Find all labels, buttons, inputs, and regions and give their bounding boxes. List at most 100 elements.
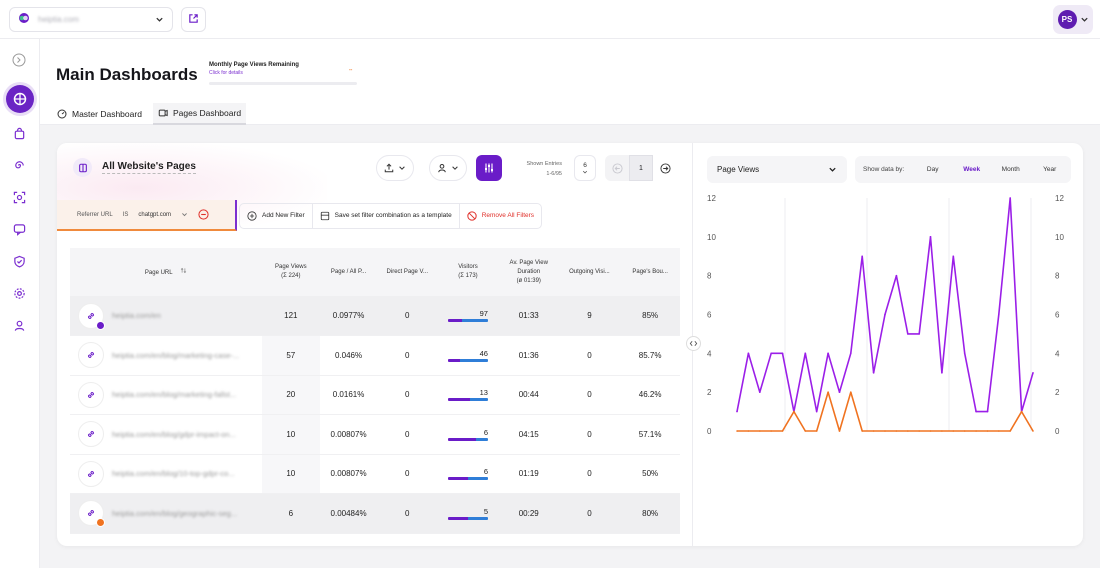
cell-page-share: 0.0161% [319, 375, 378, 415]
cell-page-url[interactable]: heiptia.com/en/blog/marketing-fallst... [70, 375, 262, 415]
filter-toggle-button[interactable] [476, 155, 502, 181]
entries-per-page-select[interactable]: 6 [574, 155, 596, 181]
cell-avg-duration: 01:19 [498, 454, 559, 494]
table-row[interactable]: heiptia.com/en/blog/marketing-case-... 57… [70, 335, 680, 376]
cell-visitors: 46 [437, 335, 499, 376]
cell-avg-duration: 00:29 [498, 493, 559, 534]
cell-bounce: 85.7% [620, 335, 680, 376]
data-point [918, 430, 920, 432]
column-header-visitors[interactable]: Visitors (Σ 173) [437, 248, 499, 296]
cell-page-url[interactable]: heiptia.com/en/blog/10-top-gdpr-co... [70, 454, 262, 494]
data-point [1020, 410, 1023, 413]
column-header-bounce[interactable]: Page's Bou... [620, 248, 680, 296]
range-option-week[interactable]: Week [963, 166, 981, 173]
show-by-label: Show data by: [863, 166, 905, 173]
data-point [804, 352, 807, 355]
visitors-bar [447, 319, 488, 322]
open-site-button[interactable] [181, 7, 206, 32]
sliders-icon [485, 163, 493, 173]
cell-page-url[interactable]: heiptia.com/en [70, 296, 262, 336]
tab-pages-dashboard[interactable]: Pages Dashboard [153, 103, 247, 125]
sidebar-item-collapse[interactable] [8, 49, 30, 71]
sidebar-item-scan[interactable] [8, 186, 30, 208]
cell-direct-views: 0 [377, 296, 438, 336]
sidebar-item-dashboard[interactable] [6, 85, 34, 113]
column-header-avg-duration[interactable]: Av. Page View Duration (ø 01:39) [498, 248, 559, 296]
current-page[interactable]: 1 [629, 155, 653, 181]
external-link-icon [188, 11, 199, 29]
data-point [747, 430, 750, 432]
export-button[interactable] [376, 155, 414, 181]
column-label: Direct Page V... [386, 268, 428, 275]
column-label: Outgoing Visi... [569, 268, 610, 275]
page-url: heiptia.com/en/blog/geographic-seg... [112, 508, 238, 518]
link-icon[interactable] [78, 342, 104, 369]
cell-page-url[interactable]: heiptia.com/en/blog/gdpr-impact-on... [70, 414, 262, 455]
link-icon[interactable] [78, 302, 105, 330]
collapse-icon [12, 53, 26, 67]
column-header-page-share[interactable]: Page / All P... [319, 248, 378, 296]
chevron-down-icon [155, 11, 164, 29]
segment-button[interactable] [429, 155, 467, 181]
panel-resize-handle[interactable] [686, 336, 701, 351]
pagination: 1 [605, 155, 677, 181]
sidebar-item-security[interactable] [8, 250, 30, 272]
remove-all-filters-button[interactable]: Remove All Filters [460, 203, 541, 229]
cell-page-share: 0.00807% [319, 454, 378, 494]
next-page-button[interactable] [653, 155, 677, 181]
cell-page-share: 0.0977% [319, 296, 378, 336]
metric-select[interactable]: Page Views [707, 156, 847, 183]
user-menu-button[interactable]: PS [1053, 5, 1093, 34]
quota-details-link[interactable]: Click for details [209, 70, 243, 76]
cell-visitors: 5 [437, 493, 499, 534]
cell-page-views: 10 [262, 454, 320, 494]
column-header-page-url[interactable]: Page URL [70, 248, 262, 296]
y-tick-label: 12 [707, 194, 716, 203]
previous-page-button[interactable] [605, 155, 629, 181]
link-icon[interactable] [78, 381, 104, 408]
data-point [952, 255, 955, 258]
table-row[interactable]: heiptia.com/en/blog/10-top-gdpr-co... 10 0… [70, 454, 680, 494]
chevron-down-icon [182, 213, 187, 217]
visitors-bar [447, 437, 488, 441]
table-row[interactable]: heiptia.com/en/blog/marketing-fallst... 2… [70, 375, 680, 415]
sidebar-item-settings[interactable] [8, 282, 30, 304]
site-name: heiptia.com [38, 15, 79, 24]
sidebar-item-analytics[interactable] [8, 154, 30, 176]
table-row[interactable]: heiptia.com/en/blog/geographic-seg... 6 0.… [70, 493, 680, 534]
save-filter-template-button[interactable]: Save set filter combination as a templat… [313, 202, 460, 229]
panel-title[interactable]: All Website's Pages [102, 161, 196, 174]
column-label: Page Views [275, 264, 307, 270]
link-icon[interactable] [78, 460, 104, 487]
cell-page-url[interactable]: heiptia.com/en/blog/marketing-case-... [70, 335, 262, 376]
metric-value: Page Views [717, 165, 760, 174]
site-selector[interactable]: heiptia.com [9, 7, 173, 32]
active-filter-chip[interactable]: Referrer URL IS chatgpt.com [57, 200, 237, 231]
sidebar-item-shop[interactable] [8, 122, 30, 144]
column-header-direct-views[interactable]: Direct Page V... [377, 248, 438, 296]
visitors-count: 6 [483, 427, 488, 437]
cell-bounce: 50% [620, 454, 680, 494]
chat-icon [13, 223, 25, 236]
table-header-row: Page URL Page Views (Σ 224) Page / All P… [70, 248, 680, 296]
column-label: Av. Page View [509, 259, 548, 266]
table-row[interactable]: heiptia.com/en/blog/gdpr-impact-on... 10 0… [70, 414, 680, 455]
range-option-day[interactable]: Day [926, 166, 939, 173]
column-header-outgoing[interactable]: Outgoing Visi... [558, 248, 621, 296]
data-point [941, 430, 943, 432]
tab-master-dashboard[interactable]: Master Dashboard [52, 103, 147, 125]
range-option-month[interactable]: Month [1001, 166, 1020, 173]
table-row[interactable]: heiptia.com/en 121 0.0977% 0 97 01:33 9 85% [70, 296, 680, 336]
range-option-year[interactable]: Year [1043, 166, 1057, 173]
data-point [963, 430, 966, 432]
column-header-page-views[interactable]: Page Views (Σ 224) [262, 248, 320, 296]
sidebar-item-messages[interactable] [8, 218, 30, 240]
cell-page-url[interactable]: heiptia.com/en/blog/geographic-seg... [70, 493, 262, 534]
add-filter-button[interactable]: Add New Filter [240, 202, 313, 229]
sidebar-item-users[interactable] [8, 314, 30, 336]
link-icon[interactable] [78, 421, 104, 448]
data-point [1009, 197, 1011, 199]
cell-page-share: 0.00807% [319, 414, 378, 455]
link-icon[interactable] [78, 500, 105, 528]
data-point [975, 410, 977, 413]
